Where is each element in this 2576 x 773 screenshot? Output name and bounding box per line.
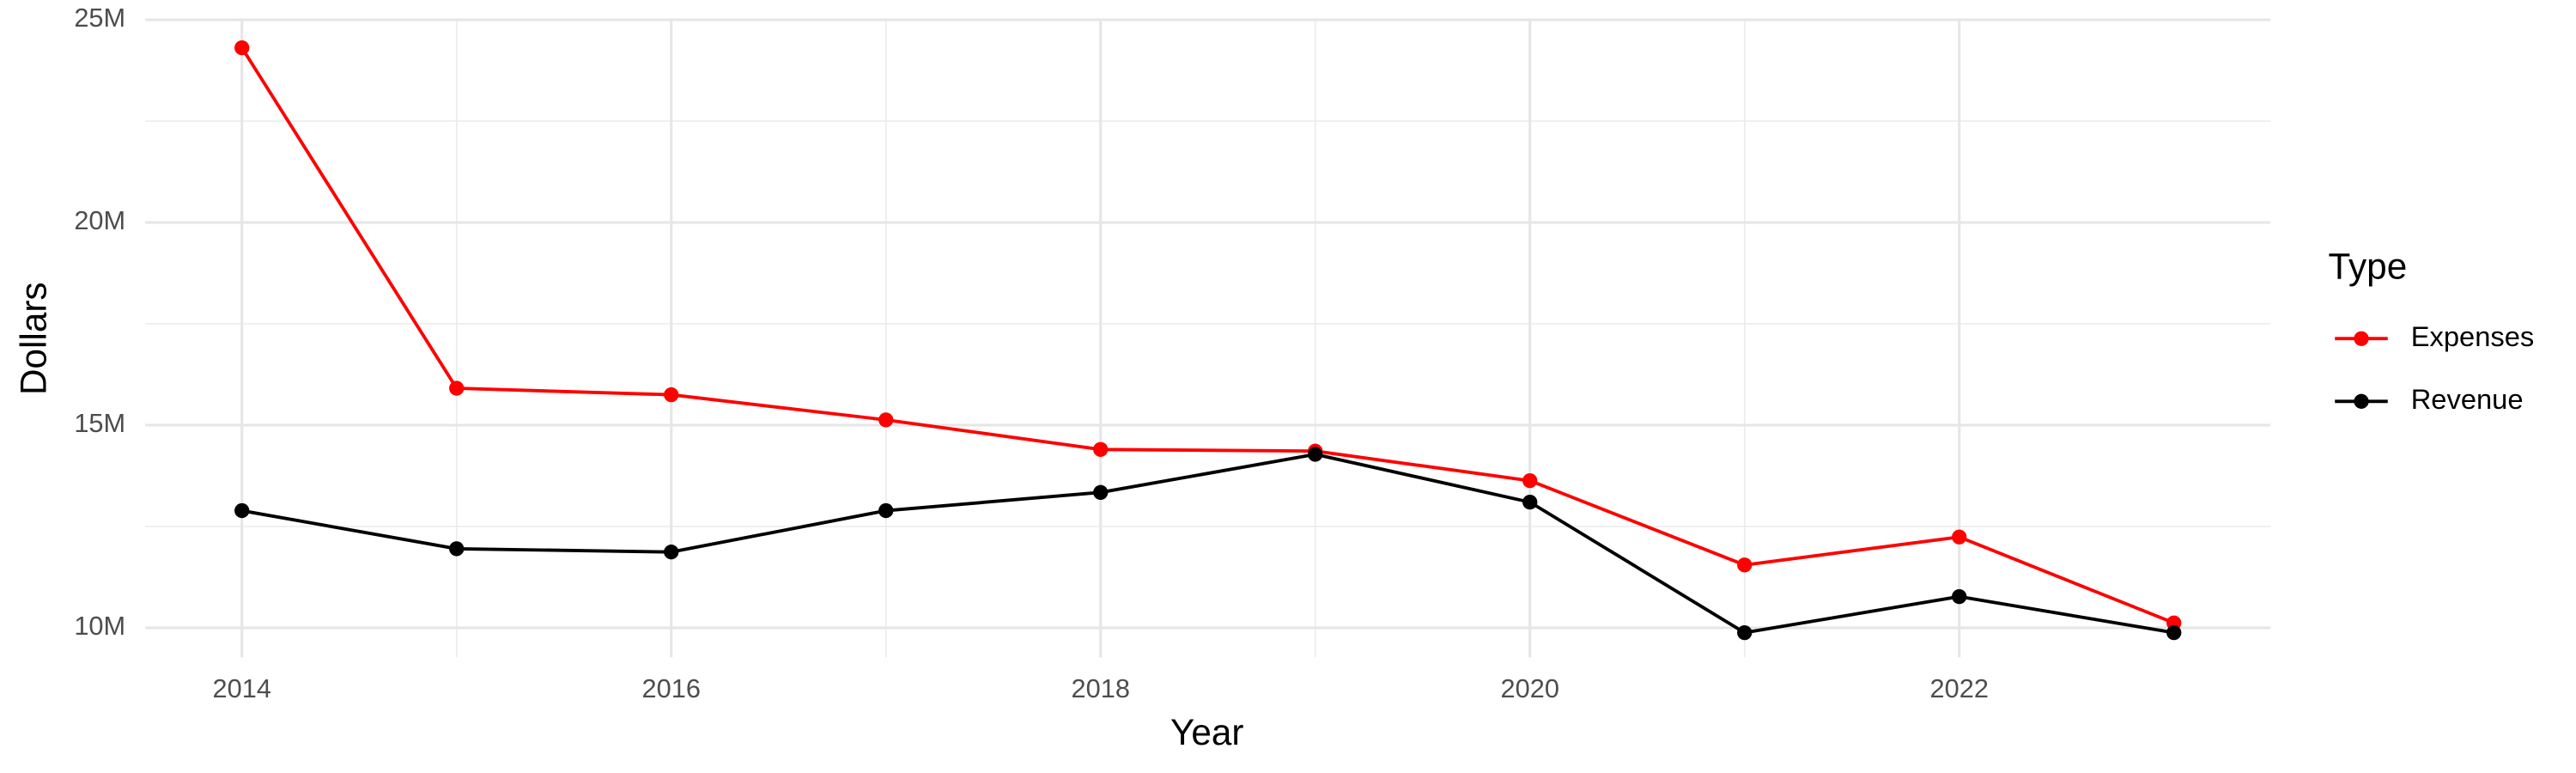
data-point (1093, 441, 1109, 457)
legend-swatch-point (2354, 393, 2369, 409)
x-tick-label: 2016 (642, 673, 701, 703)
data-point (1737, 624, 1753, 641)
y-axis-title: Dollars (13, 282, 53, 395)
data-point (1522, 472, 1538, 489)
y-tick-label: 10M (74, 611, 125, 641)
y-tick-label: 20M (74, 205, 125, 235)
x-tick-label: 2014 (213, 673, 271, 703)
x-tick-label: 2020 (1501, 673, 1559, 703)
data-point (1308, 447, 1323, 462)
data-point (1952, 529, 1967, 545)
data-point (234, 502, 250, 519)
data-point (878, 412, 894, 428)
data-point (449, 380, 465, 396)
data-point (1093, 484, 1109, 500)
legend-title: Type (2329, 247, 2408, 287)
legend-label: Expenses (2411, 320, 2535, 352)
data-point (664, 545, 679, 560)
legend-label: Revenue (2411, 383, 2524, 415)
x-tick-label: 2018 (1072, 673, 1130, 703)
series-line (240, 46, 2175, 625)
legend-swatch-point (2354, 331, 2369, 346)
data-point (1952, 588, 1967, 605)
x-tick-label: 2022 (1930, 673, 1989, 703)
data-point (234, 40, 250, 56)
data-point (1737, 557, 1753, 573)
grid (145, 18, 2271, 658)
y-tick-label: 25M (74, 3, 125, 33)
series-line (241, 452, 2175, 635)
data-point (664, 386, 679, 403)
y-tick-label: 15M (74, 408, 125, 438)
data-point (449, 541, 465, 557)
data-point (1522, 494, 1538, 510)
data-point (2166, 624, 2182, 641)
x-axis-title: Year (1170, 712, 1243, 752)
data-point (878, 502, 894, 519)
